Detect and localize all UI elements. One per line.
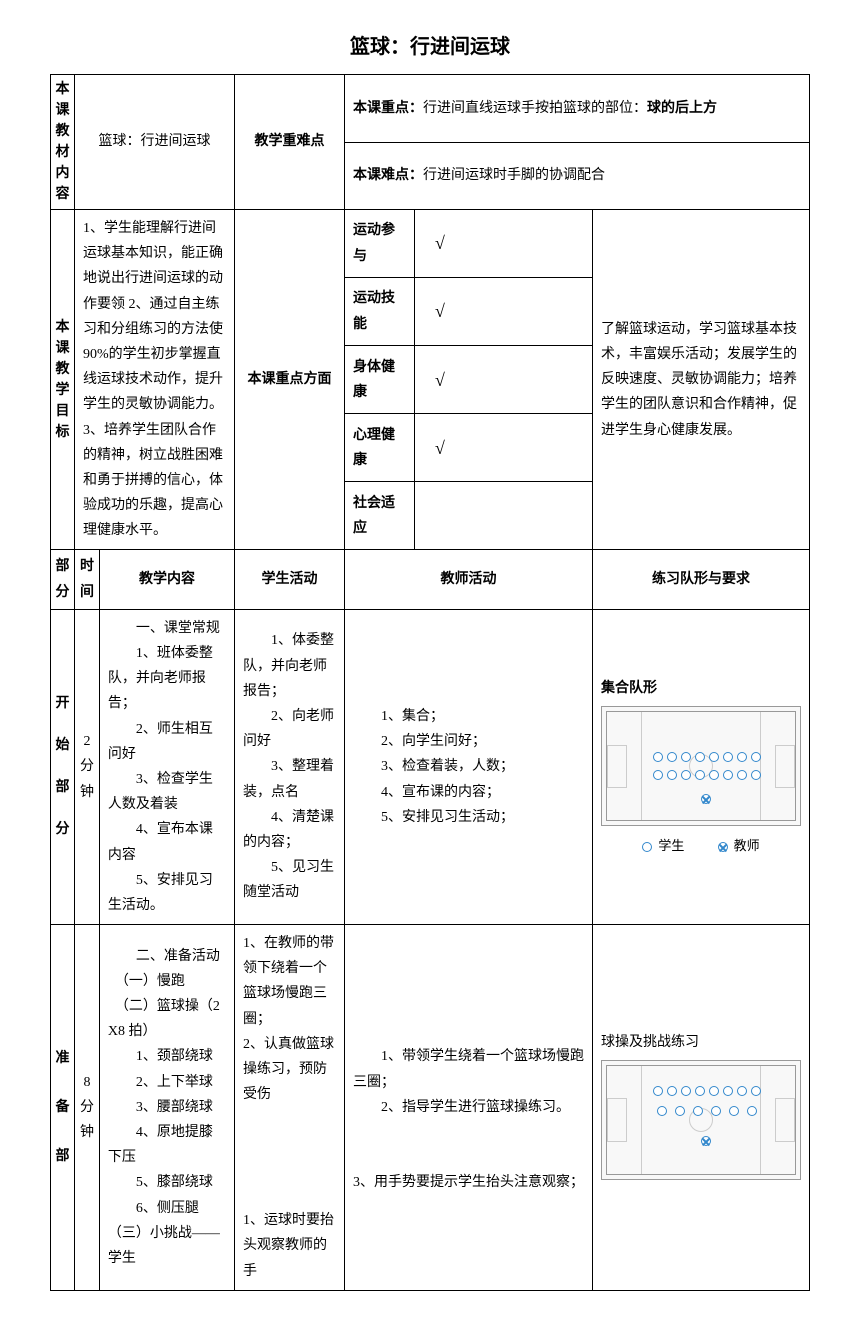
header-goals: 本课教学目标 bbox=[51, 210, 75, 550]
goals-text: 1、学生能理解行进间运球基本知识，能正确地说出行进间运球的动作要领 2、通过自主… bbox=[75, 210, 235, 550]
check-4 bbox=[415, 482, 593, 550]
section2-student: 1、在教师的带领下绕着一个篮球场慢跑三圈； 2、认真做篮球操练习，预防受伤 1、… bbox=[235, 925, 345, 1291]
court-diagram-2 bbox=[601, 1060, 801, 1180]
aspect-0: 运动参与 bbox=[345, 210, 415, 278]
goals-description: 了解篮球运动，学习篮球基本技术，丰富娱乐活动；发展学生的反映速度、灵敏协调能力；… bbox=[593, 210, 810, 550]
lesson-plan-table: 本课教材内容 篮球：行进间运球 教学重难点 本课重点：行进间直线运球手按拍篮球的… bbox=[50, 74, 810, 1291]
aspects-header: 本课重点方面 bbox=[235, 210, 345, 550]
aspect-4: 社会适应 bbox=[345, 482, 415, 550]
aspect-2: 身体健康 bbox=[345, 346, 415, 414]
col-teacher: 教师活动 bbox=[345, 550, 593, 609]
section1-formation: 集合队形 bbox=[593, 609, 810, 924]
section2-teacher: 1、带领学生绕着一个篮球场慢跑三圈； 2、指导学生进行篮球操练习。 3、用手势要… bbox=[345, 925, 593, 1291]
col-content: 教学内容 bbox=[99, 550, 234, 609]
focus-cell: 本课重点：行进间直线运球手按拍篮球的部位：球的后上方 bbox=[345, 75, 810, 143]
focus-header: 教学重难点 bbox=[235, 75, 345, 210]
header-material: 本课教材内容 bbox=[51, 75, 75, 210]
section1-teacher: 1、集合； 2、向学生问好； 3、检查着装，人数； 4、宣布课的内容； 5、安排… bbox=[345, 609, 593, 924]
col-section: 部分 bbox=[51, 550, 75, 609]
check-0: √ bbox=[415, 210, 593, 278]
section2-time: 8分钟 bbox=[75, 925, 100, 1291]
check-3: √ bbox=[415, 414, 593, 482]
legend: 学生 教师 bbox=[601, 834, 801, 857]
check-1: √ bbox=[415, 278, 593, 346]
section1-student: 1、体委整队，并向老师报告； 2、向老师问好 3、整理着装，点名 4、清楚课的内… bbox=[235, 609, 345, 924]
material-content: 篮球：行进间运球 bbox=[75, 75, 235, 210]
section1-name: 开始部分 bbox=[51, 609, 75, 924]
section2-formation: 球操及挑战练习 bbox=[593, 925, 810, 1291]
col-formation: 练习队形与要求 bbox=[593, 550, 810, 609]
section1-time: 2分钟 bbox=[75, 609, 100, 924]
aspect-1: 运动技能 bbox=[345, 278, 415, 346]
section2-name: 准备部 bbox=[51, 925, 75, 1291]
section1-content: 一、课堂常规 1、班体委整队，并向老师报告； 2、师生相互问好 3、检查学生人数… bbox=[99, 609, 234, 924]
aspect-3: 心理健康 bbox=[345, 414, 415, 482]
difficulty-cell: 本课难点：行进间运球时手脚的协调配合 bbox=[345, 142, 810, 210]
col-time: 时间 bbox=[75, 550, 100, 609]
section2-content: 二、准备活动 （一）慢跑 （二）篮球操（2 X8 拍） 1、颈部绕球 2、上下举… bbox=[99, 925, 234, 1291]
court-diagram-1 bbox=[601, 706, 801, 826]
page-title: 篮球：行进间运球 bbox=[50, 30, 810, 59]
col-student: 学生活动 bbox=[235, 550, 345, 609]
check-2: √ bbox=[415, 346, 593, 414]
